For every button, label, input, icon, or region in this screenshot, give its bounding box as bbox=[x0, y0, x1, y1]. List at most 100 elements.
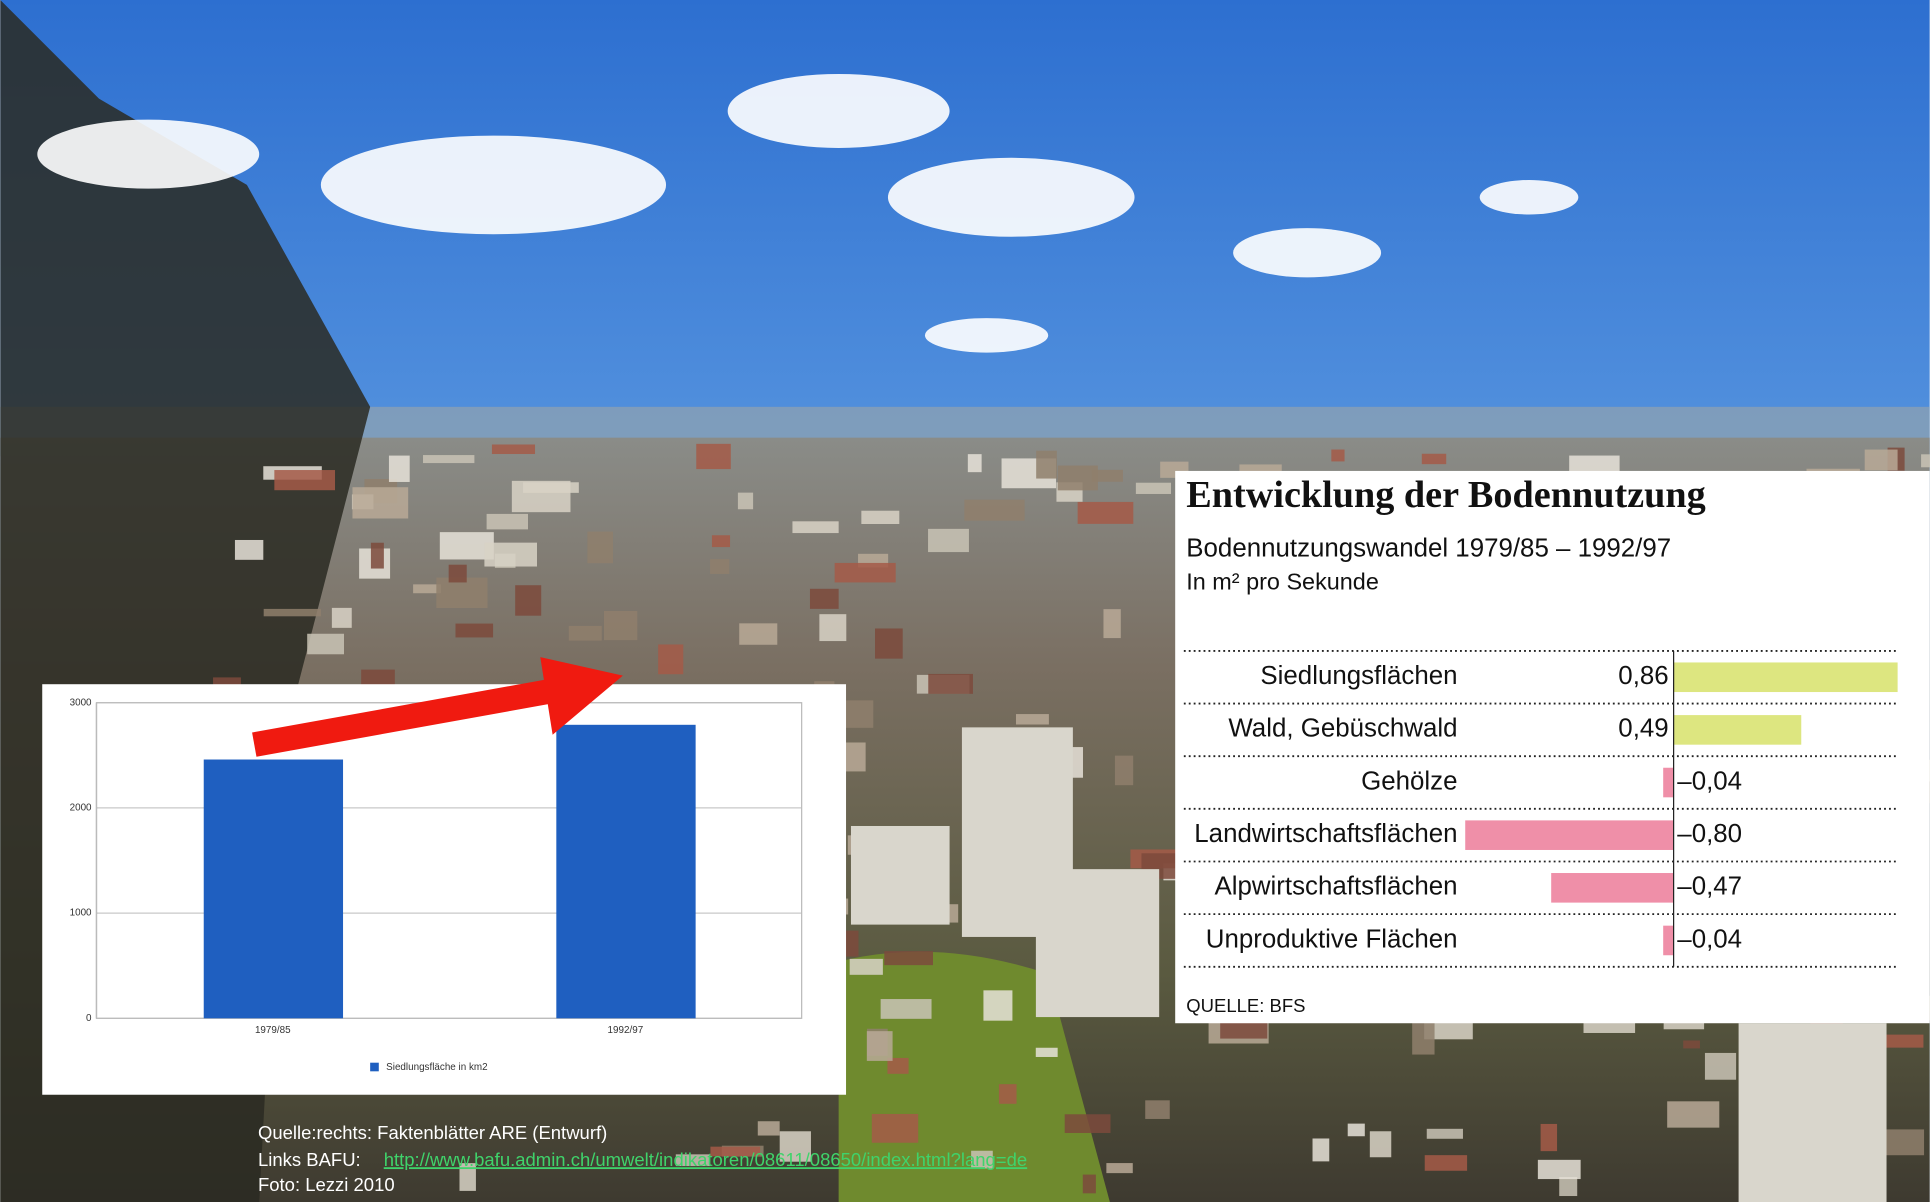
bar bbox=[1674, 715, 1802, 745]
bar bbox=[556, 725, 695, 1019]
building bbox=[867, 1031, 893, 1061]
apartment-block bbox=[1036, 869, 1159, 1017]
caption-photo: Foto: Lezzi 2010 bbox=[258, 1174, 395, 1195]
chart-subtitle: Bodennutzungswandel 1979/85 – 1992/97 bbox=[1186, 535, 1671, 563]
caption-source: Quelle:rechts: Faktenblätter ARE (Entwur… bbox=[258, 1122, 607, 1143]
building bbox=[1865, 450, 1898, 471]
building bbox=[1538, 1160, 1581, 1179]
cloud bbox=[728, 74, 950, 148]
y-tick-label: 0 bbox=[86, 1013, 92, 1024]
building bbox=[235, 540, 263, 560]
value-label: –0,47 bbox=[1677, 873, 1742, 901]
bar bbox=[1465, 820, 1673, 850]
cloud bbox=[925, 318, 1048, 353]
building bbox=[449, 565, 467, 583]
bar bbox=[1663, 926, 1673, 956]
building bbox=[1313, 1138, 1330, 1161]
building bbox=[1705, 1053, 1736, 1080]
slide: 01000200030001979/851992/97Siedlungsfläc… bbox=[0, 0, 1930, 1202]
building bbox=[835, 563, 896, 582]
cloud bbox=[888, 158, 1135, 237]
building bbox=[758, 1121, 780, 1135]
caption-link[interactable]: http://www.bafu.admin.ch/umwelt/indikato… bbox=[384, 1149, 1027, 1170]
building bbox=[1683, 1041, 1700, 1049]
cloud bbox=[321, 136, 666, 235]
building bbox=[1136, 483, 1171, 494]
building bbox=[1145, 1100, 1170, 1119]
building bbox=[658, 644, 683, 674]
value-label: –0,80 bbox=[1677, 820, 1742, 848]
building bbox=[819, 614, 846, 641]
category-label: Gehölze bbox=[1361, 767, 1457, 795]
building bbox=[710, 559, 729, 574]
building bbox=[696, 444, 731, 469]
building bbox=[968, 454, 982, 472]
building bbox=[872, 1114, 918, 1143]
building bbox=[1036, 1048, 1058, 1057]
apartment-block bbox=[851, 826, 950, 925]
building bbox=[455, 624, 493, 638]
left-chart-panel bbox=[42, 684, 846, 1095]
building bbox=[928, 529, 969, 552]
building bbox=[1422, 454, 1446, 464]
building bbox=[928, 674, 973, 694]
source-label: QUELLE: BFS bbox=[1186, 995, 1305, 1016]
value-label: –0,04 bbox=[1677, 767, 1742, 795]
building bbox=[1569, 456, 1619, 474]
building bbox=[1921, 454, 1930, 467]
building bbox=[492, 444, 535, 454]
building bbox=[1083, 1175, 1096, 1194]
building bbox=[587, 532, 613, 564]
value-label: 0,86 bbox=[1618, 662, 1668, 690]
building bbox=[1058, 466, 1098, 491]
unit-label: In m² pro Sekunde bbox=[1186, 568, 1379, 594]
category-label: Landwirtschaftsflächen bbox=[1194, 820, 1457, 848]
bar bbox=[1674, 662, 1898, 692]
building bbox=[1541, 1124, 1557, 1151]
building bbox=[264, 609, 321, 616]
cloud bbox=[37, 120, 259, 189]
y-tick-label: 3000 bbox=[70, 697, 92, 708]
bar bbox=[204, 760, 343, 1019]
apartment-block bbox=[1739, 1023, 1887, 1202]
value-label: –0,04 bbox=[1677, 925, 1742, 953]
cloud bbox=[1233, 228, 1381, 277]
building bbox=[1412, 1023, 1434, 1055]
building bbox=[371, 543, 384, 569]
building bbox=[1370, 1131, 1391, 1157]
legend-label: Siedlungsfläche in km2 bbox=[386, 1062, 487, 1073]
category-label: Siedlungsflächen bbox=[1260, 662, 1457, 690]
building bbox=[875, 628, 903, 658]
y-tick-label: 2000 bbox=[70, 803, 92, 814]
building bbox=[810, 589, 839, 609]
chart-title: Entwicklung der Bodennutzung bbox=[1186, 474, 1705, 516]
building bbox=[712, 535, 730, 547]
caption-links-prefix: Links BAFU: bbox=[258, 1149, 361, 1170]
building bbox=[1667, 1101, 1719, 1127]
category-label: Alpwirtschaftsflächen bbox=[1214, 873, 1457, 901]
building bbox=[1103, 609, 1120, 638]
building bbox=[352, 487, 408, 518]
building bbox=[484, 543, 537, 567]
building bbox=[983, 990, 1012, 1020]
building bbox=[792, 521, 838, 533]
building bbox=[1078, 502, 1134, 524]
value-label: 0,49 bbox=[1618, 715, 1668, 743]
building bbox=[1425, 1155, 1467, 1171]
building bbox=[739, 623, 777, 644]
building bbox=[1036, 451, 1057, 479]
category-label: Unproduktive Flächen bbox=[1206, 925, 1458, 953]
bar bbox=[1663, 768, 1673, 798]
building bbox=[307, 634, 344, 655]
building bbox=[423, 455, 474, 463]
building bbox=[569, 626, 602, 641]
building bbox=[1348, 1124, 1365, 1137]
building bbox=[738, 493, 753, 510]
building bbox=[1065, 1114, 1111, 1133]
building bbox=[604, 611, 637, 640]
building bbox=[274, 470, 335, 490]
building bbox=[487, 514, 528, 529]
building bbox=[850, 959, 883, 975]
building bbox=[515, 585, 541, 615]
building bbox=[964, 500, 1024, 521]
